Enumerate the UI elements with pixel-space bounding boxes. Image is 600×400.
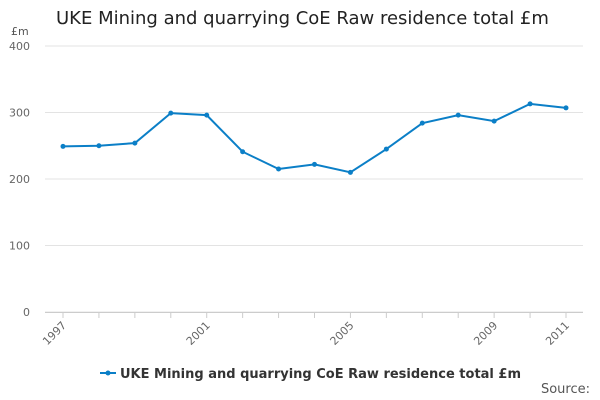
x-tick-label: 2001 (184, 319, 213, 348)
legend-marker (105, 370, 111, 376)
y-tick-label: 0 (23, 306, 30, 319)
y-tick-label: 100 (9, 240, 30, 253)
data-point (276, 166, 282, 172)
x-tick-label: 2009 (471, 319, 500, 348)
data-point (491, 118, 497, 124)
legend-label: UKE Mining and quarrying CoE Raw residen… (120, 367, 521, 382)
data-point (383, 146, 389, 152)
data-point (347, 169, 353, 175)
x-tick-label: 2011 (543, 319, 572, 348)
data-point (419, 120, 425, 126)
data-point (96, 143, 102, 149)
data-point (455, 112, 461, 118)
y-axis-unit-label: £m (11, 25, 29, 38)
data-point (312, 161, 317, 167)
data-point (204, 112, 210, 118)
y-tick-label: 300 (9, 107, 30, 120)
x-tick-label: 1997 (40, 319, 69, 348)
data-point (132, 140, 138, 146)
x-tick-label: 2005 (328, 319, 357, 348)
data-point (563, 105, 569, 111)
data-point (60, 143, 66, 149)
data-point (168, 110, 174, 116)
data-point (240, 149, 246, 155)
y-tick-label: 200 (9, 173, 30, 186)
source-label: Source: (540, 382, 590, 397)
data-point (527, 101, 533, 107)
y-tick-label: 400 (9, 40, 30, 53)
chart-title: UKE Mining and quarrying CoE Raw residen… (56, 8, 549, 29)
